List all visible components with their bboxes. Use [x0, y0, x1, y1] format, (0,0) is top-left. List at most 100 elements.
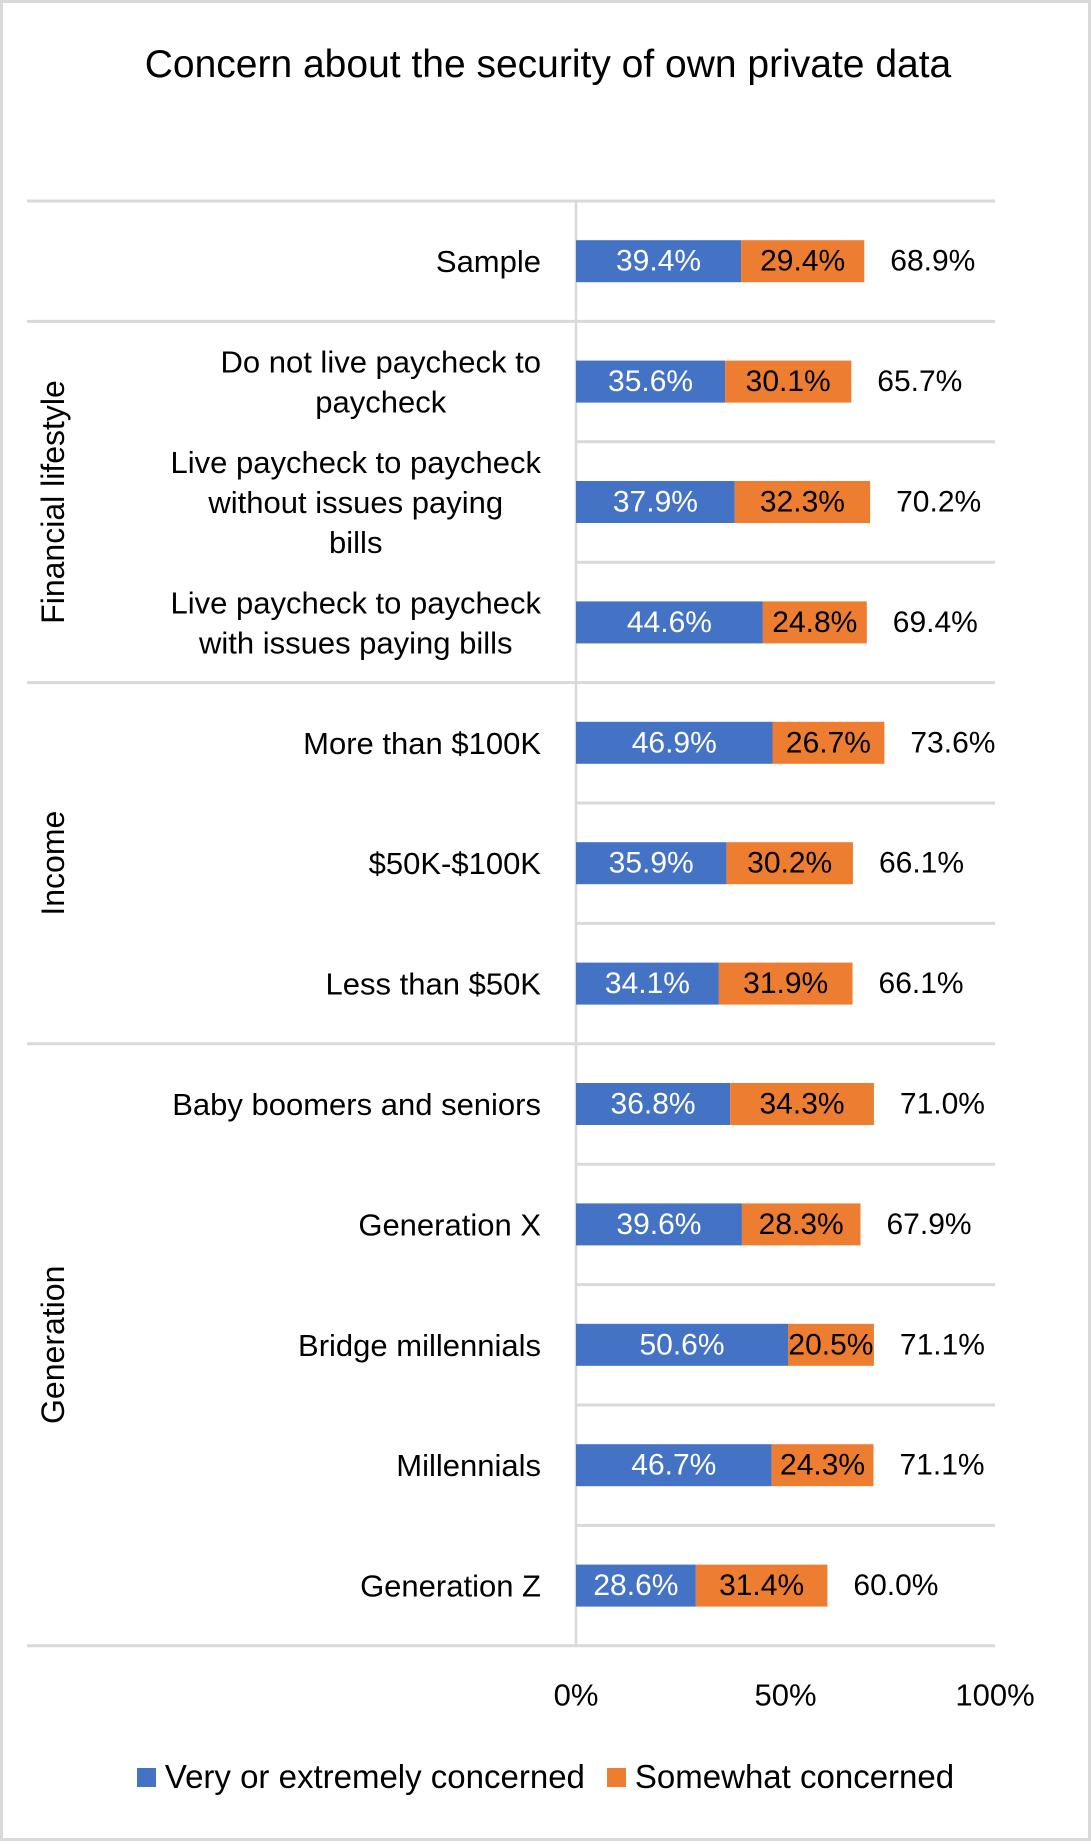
category-label-line: Live paycheck to paycheck — [171, 585, 542, 620]
legend-item-somewhat-concerned[interactable]: Somewhat concerned — [606, 1758, 955, 1796]
category-label: More than $100K — [303, 725, 541, 760]
total-label: 70.2% — [896, 486, 981, 519]
category-label: Do not live paycheck to paycheck — [220, 344, 541, 419]
category-label-line: Millennials — [396, 1448, 541, 1483]
bar-somewhat-concerned[interactable] — [695, 1564, 828, 1607]
category-label: Generation X — [358, 1207, 541, 1242]
bar-somewhat-concerned[interactable] — [726, 842, 853, 885]
bar-very-or-extremely-concerned[interactable] — [576, 240, 742, 283]
data-label-somewhat-concerned: 29.4% — [760, 245, 845, 278]
category-label-line: Baby boomers and seniors — [172, 1087, 541, 1122]
category-label: Baby boomers and seniors — [172, 1087, 541, 1122]
total-label: 69.4% — [893, 606, 978, 639]
category-label: Generation Z — [360, 1568, 541, 1603]
data-label-very-or-extremely-concerned: 39.4% — [616, 245, 701, 278]
bar-very-or-extremely-concerned[interactable] — [576, 962, 719, 1005]
total-label: 66.1% — [879, 967, 964, 1000]
data-label-very-or-extremely-concerned: 28.6% — [593, 1569, 678, 1602]
bar-very-or-extremely-concerned[interactable] — [576, 360, 726, 403]
category-label-line: Sample — [436, 244, 541, 279]
category-label-line: Generation Z — [360, 1568, 541, 1603]
category-label: Live paycheck to paycheck with issues pay… — [171, 585, 542, 660]
data-label-very-or-extremely-concerned: 37.9% — [613, 486, 698, 519]
bar-very-or-extremely-concerned[interactable] — [576, 601, 763, 644]
legend-swatch-very-concerned — [136, 1767, 156, 1787]
bar-somewhat-concerned[interactable] — [730, 1083, 874, 1125]
data-label-very-or-extremely-concerned: 46.7% — [631, 1449, 716, 1482]
category-label: Live paycheck to paycheck without issues … — [171, 445, 542, 560]
data-label-somewhat-concerned: 24.3% — [780, 1449, 865, 1482]
category-label-line: bills — [329, 525, 382, 560]
bar-very-or-extremely-concerned[interactable] — [576, 1444, 772, 1487]
category-label-line: Less than $50K — [326, 966, 542, 1001]
legend: Very or extremely concerned Somewhat con… — [3, 1758, 1088, 1796]
legend-swatch-somewhat-concerned — [606, 1767, 626, 1787]
total-label: 65.7% — [877, 365, 962, 398]
total-label: 68.9% — [890, 245, 975, 278]
category-label-line: Do not live paycheck to — [220, 344, 541, 379]
data-label-very-or-extremely-concerned: 50.6% — [639, 1328, 724, 1361]
legend-item-very-concerned[interactable]: Very or extremely concerned — [136, 1758, 585, 1796]
bar-somewhat-concerned[interactable] — [718, 962, 853, 1005]
group-label-generation: Generation — [35, 1266, 71, 1424]
legend-label-very-concerned: Very or extremely concerned — [164, 1758, 585, 1795]
bar-somewhat-concerned[interactable] — [741, 240, 865, 283]
bar-somewhat-concerned[interactable] — [772, 721, 885, 764]
data-label-somewhat-concerned: 30.2% — [747, 847, 832, 880]
total-label: 60.0% — [853, 1569, 938, 1602]
bar-somewhat-concerned[interactable] — [725, 360, 852, 403]
category-label-line: Bridge millennials — [298, 1327, 541, 1362]
category-label: Millennials — [396, 1448, 541, 1483]
data-label-somewhat-concerned: 34.3% — [760, 1088, 845, 1121]
bar-very-or-extremely-concerned[interactable] — [576, 1564, 696, 1607]
bar-very-or-extremely-concerned[interactable] — [576, 721, 773, 764]
plot-area: Financial lifestyle Income Generation Sampl… — [27, 199, 1035, 1713]
category-label-line: $50K-$100K — [369, 846, 542, 881]
category-label-line: with issues paying bills — [198, 625, 513, 660]
category-label: Sample — [436, 244, 541, 279]
data-label-somewhat-concerned: 28.3% — [759, 1208, 844, 1241]
category-label-line: Generation X — [358, 1207, 541, 1242]
bar-somewhat-concerned[interactable] — [771, 1444, 874, 1487]
bar-very-or-extremely-concerned[interactable] — [576, 481, 735, 523]
category-label-line: paycheck — [315, 384, 446, 419]
data-label-very-or-extremely-concerned: 36.8% — [611, 1088, 696, 1121]
total-label: 67.9% — [887, 1208, 972, 1241]
bar-very-or-extremely-concerned[interactable] — [576, 842, 727, 885]
bar-somewhat-concerned[interactable] — [762, 601, 867, 644]
data-label-very-or-extremely-concerned: 46.9% — [632, 726, 717, 759]
bar-somewhat-concerned[interactable] — [741, 1203, 861, 1246]
chart-title: Concern about the security of own privat… — [144, 43, 952, 86]
data-label-somewhat-concerned: 26.7% — [786, 726, 871, 759]
bar-very-or-extremely-concerned[interactable] — [576, 1323, 789, 1366]
bar-very-or-extremely-concerned[interactable] — [576, 1203, 742, 1246]
x-tick-label: 50% — [754, 1678, 816, 1713]
data-label-very-or-extremely-concerned: 35.9% — [609, 847, 694, 880]
legend-label-somewhat-concerned: Somewhat concerned — [634, 1758, 955, 1795]
category-label: Less than $50K — [326, 966, 542, 1001]
bar-somewhat-concerned[interactable] — [734, 481, 871, 523]
data-label-somewhat-concerned: 24.8% — [772, 606, 857, 639]
bar-somewhat-concerned[interactable] — [788, 1323, 874, 1366]
category-label: Bridge millennials — [298, 1327, 541, 1362]
data-label-very-or-extremely-concerned: 34.1% — [605, 967, 690, 1000]
total-label: 71.0% — [900, 1088, 985, 1121]
data-label-very-or-extremely-concerned: 44.6% — [627, 606, 712, 639]
bar-very-or-extremely-concerned[interactable] — [576, 1083, 731, 1125]
category-label-line: Live paycheck to paycheck — [171, 445, 542, 480]
data-label-somewhat-concerned: 31.9% — [743, 967, 828, 1000]
category-label-line: More than $100K — [303, 725, 541, 760]
group-label-income: Income — [35, 811, 71, 916]
category-label-line: without issues paying — [207, 485, 503, 520]
x-tick-label: 100% — [955, 1678, 1034, 1713]
data-label-very-or-extremely-concerned: 39.6% — [616, 1208, 701, 1241]
data-label-somewhat-concerned: 31.4% — [719, 1569, 804, 1602]
total-label: 66.1% — [879, 847, 964, 880]
group-label-financial-lifestyle: Financial lifestyle — [35, 380, 71, 624]
total-label: 71.1% — [900, 1328, 985, 1361]
total-label: 73.6% — [910, 726, 995, 759]
data-label-somewhat-concerned: 20.5% — [788, 1328, 873, 1361]
data-label-very-or-extremely-concerned: 35.6% — [608, 365, 693, 398]
data-label-somewhat-concerned: 30.1% — [746, 365, 831, 398]
